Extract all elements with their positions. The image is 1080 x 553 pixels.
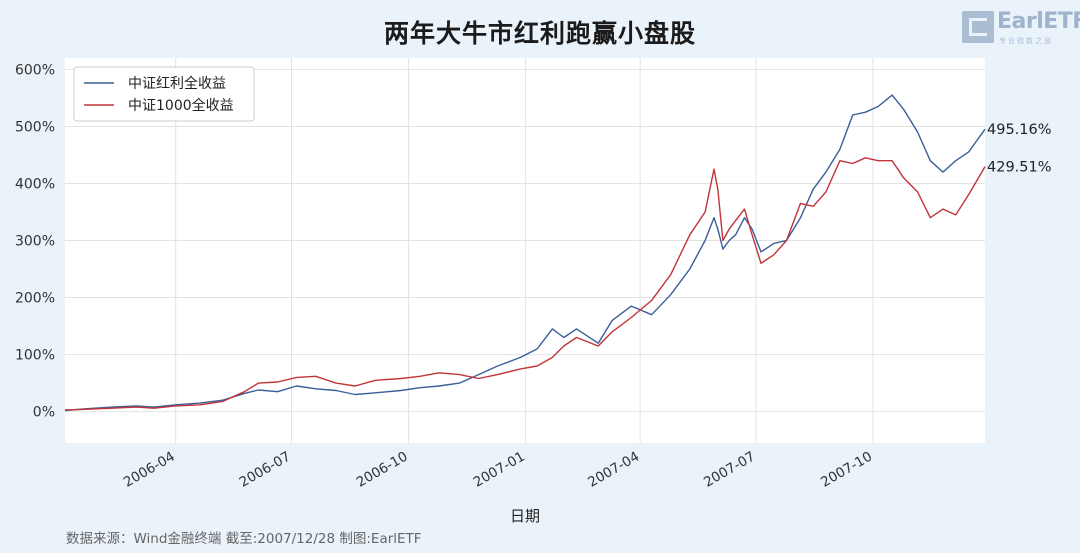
x-tick-label: 2007-01: [471, 449, 528, 491]
x-tick-label: 2006-04: [121, 449, 178, 491]
x-tick-label: 2006-07: [237, 449, 294, 491]
y-tick-label: 200%: [15, 291, 55, 307]
y-tick-label: 400%: [15, 176, 55, 192]
chart-title: 两年大牛市红利跑赢小盘股: [383, 19, 696, 48]
x-tick-label: 2007-04: [585, 449, 642, 491]
logo-icon: [962, 11, 994, 43]
x-tick-label: 2007-07: [701, 449, 758, 491]
legend: [73, 66, 255, 122]
legend-label-2: 中证1000全收益: [128, 97, 234, 114]
series-line-1: [64, 94, 986, 412]
source-note: 数据来源：Wind金融终端 截至:2007/12/28 制图:EarlETF: [66, 531, 422, 547]
y-tick-label: 100%: [15, 348, 55, 364]
end-value-label-1: 495.16%: [987, 122, 1052, 138]
y-tick-label: 0%: [33, 405, 55, 421]
y-tick-label: 500%: [15, 119, 55, 135]
legend-label-1: 中证红利全收益: [128, 75, 226, 92]
plot-area: [65, 58, 985, 443]
x-axis-label: 日期: [510, 507, 540, 525]
end-value-label-2: 429.51%: [987, 160, 1052, 176]
y-tick-label: 300%: [15, 234, 55, 250]
logo-text: EarlETF: [997, 9, 1080, 34]
logo-tagline: 专业指数之道: [999, 37, 1053, 45]
y-tick-label: 600%: [15, 62, 55, 78]
x-tick-label: 2007-10: [818, 449, 875, 491]
series-line-2: [64, 157, 986, 411]
x-tick-label: 2006-10: [354, 449, 411, 491]
brand-logo: EarlETF 专业指数之道: [962, 9, 1080, 45]
